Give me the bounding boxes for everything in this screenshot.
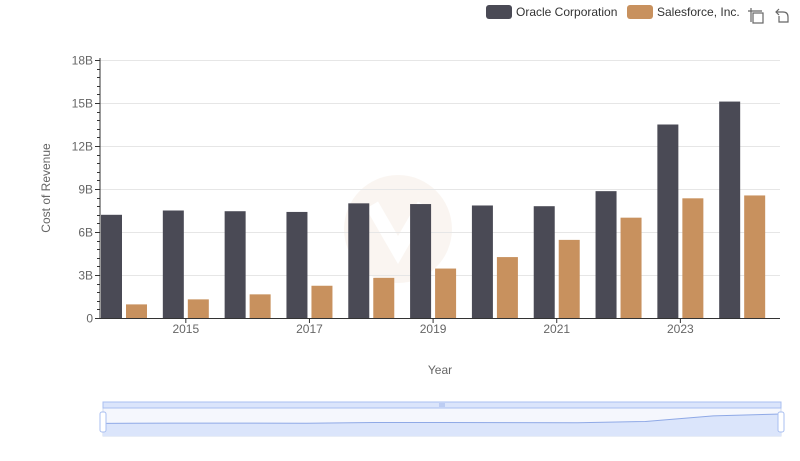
- y-tick-label: 6B: [78, 226, 93, 240]
- y-tick-label: 12B: [72, 140, 93, 154]
- bar-oracle-2016[interactable]: [224, 211, 246, 318]
- x-axis-tick-labels: 2015 2017 2019 2021 2023: [172, 318, 694, 336]
- zoom-reset-icon[interactable]: [775, 8, 789, 23]
- y-tick-label: 18B: [72, 54, 93, 68]
- bar-salesforce-2023[interactable]: [682, 198, 704, 318]
- slider-preview-area: [103, 414, 781, 436]
- x-axis-title: Year: [428, 363, 452, 377]
- bar-oracle-2015[interactable]: [162, 210, 184, 319]
- zoom-select-icon[interactable]: [748, 8, 764, 24]
- legend-swatch-salesforce: [627, 5, 653, 19]
- bar-oracle-2024[interactable]: [719, 101, 741, 318]
- bar-salesforce-2015[interactable]: [187, 299, 209, 318]
- bar-oracle-2014[interactable]: [101, 214, 122, 318]
- bar-salesforce-2022[interactable]: [620, 217, 642, 318]
- bar-salesforce-2021[interactable]: [558, 239, 580, 318]
- bar-oracle-2019[interactable]: [410, 204, 432, 318]
- legend-item-salesforce[interactable]: Salesforce, Inc.: [627, 5, 740, 19]
- y-axis-tick-labels: 0 3B 6B 9B 12B 15B 18B: [72, 54, 94, 326]
- bar-oracle-2020[interactable]: [471, 205, 493, 318]
- y-tick-label: 3B: [78, 269, 93, 283]
- legend-item-oracle[interactable]: Oracle Corporation: [486, 5, 617, 19]
- y-tick-label: 15B: [72, 97, 93, 111]
- x-tick-label: 2015: [172, 322, 199, 336]
- slider-grip-icon[interactable]: [439, 403, 445, 407]
- x-tick-label: 2017: [296, 322, 323, 336]
- bar-salesforce-2024[interactable]: [744, 195, 766, 318]
- bar-oracle-2023[interactable]: [657, 124, 679, 319]
- bar-oracle-2022[interactable]: [595, 191, 617, 318]
- bar-oracle-2018[interactable]: [348, 203, 370, 318]
- bar-salesforce-2020[interactable]: [496, 257, 518, 318]
- x-tick-label: 2019: [420, 322, 447, 336]
- legend-label-oracle: Oracle Corporation: [516, 5, 617, 19]
- y-axis-title: Cost of Revenue: [39, 143, 53, 233]
- x-tick-label: 2021: [543, 322, 570, 336]
- legend-swatch-oracle: [486, 5, 512, 19]
- bar-oracle-2021[interactable]: [533, 206, 555, 318]
- bar-oracle-2017[interactable]: [286, 211, 308, 318]
- bar-salesforce-2019[interactable]: [435, 268, 457, 318]
- slider-preview-line: [102, 413, 782, 424]
- bar-series: [101, 101, 766, 319]
- y-tick-label: 9B: [78, 183, 93, 197]
- bar-salesforce-2018[interactable]: [373, 277, 395, 318]
- data-zoom-slider[interactable]: [99, 401, 785, 437]
- x-tick-label: 2023: [667, 322, 694, 336]
- slider-handle-left[interactable]: [99, 411, 107, 433]
- bar-salesforce-2016[interactable]: [249, 294, 271, 318]
- bar-salesforce-2017[interactable]: [311, 285, 333, 318]
- legend-label-salesforce: Salesforce, Inc.: [657, 5, 740, 19]
- y-tick-label: 0: [86, 312, 93, 326]
- bar-salesforce-2014[interactable]: [126, 304, 147, 318]
- slider-handle-right[interactable]: [777, 411, 785, 433]
- legend: Oracle Corporation Salesforce, Inc.: [486, 5, 740, 19]
